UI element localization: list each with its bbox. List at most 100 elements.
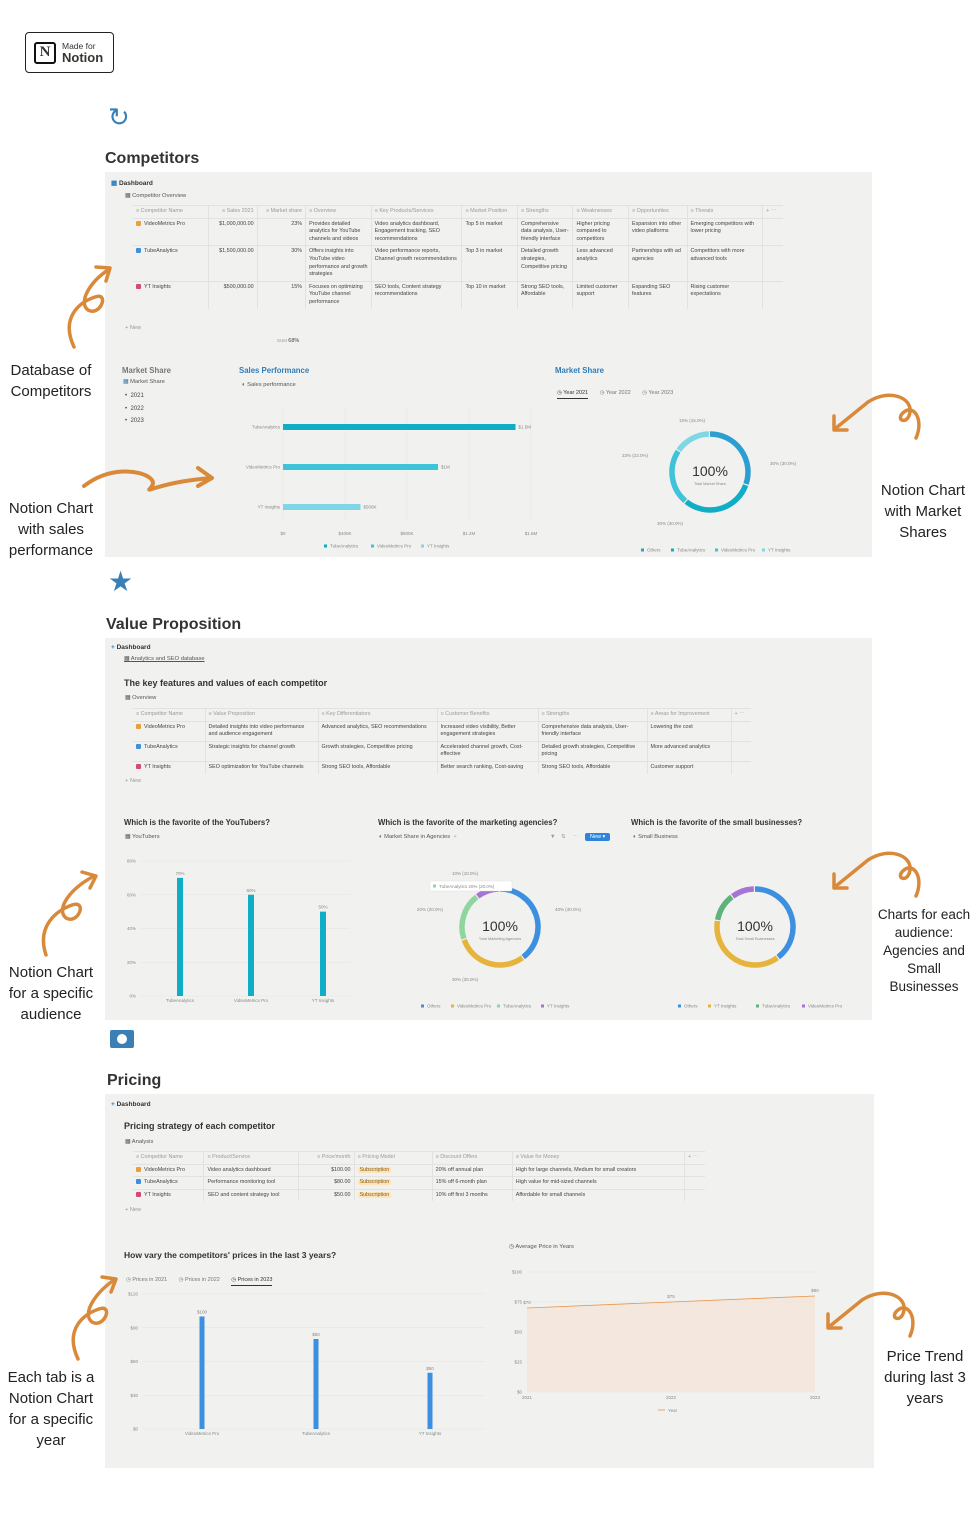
table-row[interactable]: VideoMetrics Pro Detailed insights into v… bbox=[133, 720, 751, 742]
column-header[interactable]: ≡ Opportunities bbox=[628, 205, 688, 219]
table-cell[interactable]: YT Insights bbox=[133, 1188, 205, 1202]
database-title[interactable]: ▦ Competitor Overview bbox=[125, 193, 187, 199]
table-cell[interactable]: TubeAnalytics bbox=[133, 245, 210, 282]
table-cell[interactable]: Detailed growth strategies, Competitive … bbox=[538, 740, 648, 762]
table-cell[interactable]: Performance monitoring tool bbox=[203, 1176, 299, 1190]
table-cell[interactable]: Top 3 in market bbox=[461, 245, 518, 282]
table-cell[interactable]: Rising customer expectations bbox=[687, 280, 764, 309]
column-header[interactable]: ≡ Price/month bbox=[298, 1151, 355, 1165]
market-share-db[interactable]: ▦ Market Share bbox=[123, 379, 165, 385]
table-row[interactable]: TubeAnalytics Performance monitoring tool… bbox=[133, 1176, 705, 1190]
table-cell[interactable]: 20% off annual plan bbox=[432, 1163, 513, 1177]
table-cell[interactable]: Accelerated channel growth, Cost-effecti… bbox=[437, 740, 539, 762]
table-cell[interactable]: Competitors with more advanced tools bbox=[687, 245, 764, 282]
table-cell[interactable]: Subscription bbox=[354, 1163, 433, 1177]
table-cell[interactable]: TubeAnalytics bbox=[133, 1176, 205, 1190]
add-column-button[interactable]: + ⋯ bbox=[762, 205, 783, 219]
table-cell[interactable]: YT Insights bbox=[133, 280, 210, 309]
table-cell[interactable]: Subscription bbox=[354, 1176, 433, 1190]
table-cell[interactable]: Strategic insights for channel growth bbox=[205, 740, 319, 762]
table-cell[interactable]: Video performance reports, Channel growt… bbox=[371, 245, 463, 282]
table-row[interactable]: VideoMetrics Pro Video analytics dashboar… bbox=[133, 1163, 705, 1177]
table-cell[interactable]: More advanced analytics bbox=[647, 740, 732, 762]
table-cell[interactable]: 30% bbox=[257, 245, 307, 282]
column-header[interactable]: ≡ Key Products/Services bbox=[371, 205, 463, 219]
table-cell[interactable]: Focuses on optimizing YouTube channel pe… bbox=[305, 280, 372, 309]
column-header[interactable]: ≡ Competitor Name bbox=[133, 708, 206, 722]
small-business-view[interactable]: ◐ Small Business bbox=[633, 834, 678, 840]
table-cell[interactable]: $50.00 bbox=[298, 1188, 355, 1202]
table-cell[interactable]: YT Insights bbox=[133, 760, 206, 774]
column-header[interactable]: ≡ Strengths bbox=[538, 708, 648, 722]
column-header[interactable]: ≡ Threats bbox=[687, 205, 764, 219]
table-cell[interactable]: 23% bbox=[257, 217, 307, 246]
table-cell[interactable]: Offers insights into YouTube video perfo… bbox=[305, 245, 372, 282]
column-header[interactable]: ≡ Weaknesses bbox=[572, 205, 629, 219]
column-header[interactable]: ≡ Value for Money bbox=[512, 1151, 686, 1165]
table-cell[interactable]: Video analytics dashboard, Engagement tr… bbox=[371, 217, 463, 246]
table-cell[interactable]: VideoMetrics Pro bbox=[133, 1163, 205, 1177]
database-link[interactable]: ▦ Analytics and SEO database bbox=[124, 656, 205, 662]
table-cell[interactable]: Detailed insights into video performance… bbox=[205, 720, 319, 742]
column-header[interactable]: ≡ Strengths bbox=[517, 205, 574, 219]
add-column-button[interactable]: + ⋯ bbox=[731, 708, 751, 722]
youtubers-view[interactable]: ▦ YouTubers bbox=[125, 834, 160, 840]
add-column-button[interactable]: + ⋯ bbox=[684, 1151, 705, 1165]
view-tab[interactable]: ▦ Analysis bbox=[125, 1139, 154, 1145]
tab-year-2023[interactable]: ◷ Year 2023 bbox=[642, 390, 674, 396]
table-cell[interactable]: $1,500,000.00 bbox=[208, 245, 258, 282]
filter-icon[interactable]: ▼ bbox=[550, 834, 556, 840]
table-cell[interactable]: Strong SEO tools, Affordable bbox=[318, 760, 438, 774]
table-cell[interactable]: SEO and content strategy tool bbox=[203, 1188, 299, 1202]
table-cell[interactable]: Strong SEO tools, Affordable bbox=[517, 280, 574, 309]
table-cell[interactable]: Limited customer support bbox=[572, 280, 629, 309]
table-cell[interactable]: $80.00 bbox=[298, 1176, 355, 1190]
sort-icon[interactable]: ⇅ bbox=[561, 834, 566, 840]
dashboard-link[interactable]: ▦ Dashboard bbox=[111, 180, 153, 187]
table-cell[interactable]: $500,000.00 bbox=[208, 280, 258, 309]
column-header[interactable]: ≡ Areas for Improvement bbox=[647, 708, 732, 722]
table-cell[interactable]: Strong SEO tools, Affordable bbox=[538, 760, 648, 774]
tab-prices-2023[interactable]: ◷ Prices in 2023 bbox=[231, 1277, 273, 1286]
list-item[interactable]: • 2022 bbox=[125, 405, 144, 412]
table-cell[interactable]: TubeAnalytics bbox=[133, 740, 206, 762]
add-row-button[interactable]: + New bbox=[125, 1207, 142, 1213]
table-row[interactable]: YT Insights SEO optimization for YouTube … bbox=[133, 760, 751, 774]
table-cell[interactable]: Top 5 in market bbox=[461, 217, 518, 246]
column-header[interactable]: ≡ Market share bbox=[257, 205, 307, 219]
table-cell[interactable]: Comprehensive data analysis, User-friend… bbox=[517, 217, 574, 246]
column-header[interactable]: ≡ Product/Service bbox=[203, 1151, 299, 1165]
dashboard-link[interactable]: + Dashboard bbox=[111, 644, 151, 651]
column-header[interactable]: ≡ Value Proposition bbox=[205, 708, 319, 722]
view-tab[interactable]: ▦ Overview bbox=[125, 695, 157, 701]
table-cell[interactable]: High value for mid-sized channels bbox=[512, 1176, 686, 1190]
table-cell[interactable]: Lowering the cost bbox=[647, 720, 732, 742]
table-cell[interactable]: Expansion into other video platforms bbox=[628, 217, 688, 246]
list-item[interactable]: • 2023 bbox=[125, 418, 144, 424]
tab-year-2022[interactable]: ◷ Year 2022 bbox=[599, 390, 631, 396]
sales-chart-view[interactable]: ◐ Sales performance bbox=[242, 382, 296, 388]
table-row[interactable]: TubeAnalytics Strategic insights for chan… bbox=[133, 740, 751, 762]
table-cell[interactable]: Partnerships with ad agencies bbox=[628, 245, 688, 282]
agencies-view[interactable]: ◐ Market Share in Agencies + bbox=[379, 834, 457, 840]
table-cell[interactable]: 15% bbox=[257, 280, 307, 309]
column-header[interactable]: ≡ Customer Benefits bbox=[437, 708, 539, 722]
table-cell[interactable]: Detailed growth strategies, Competitive … bbox=[517, 245, 574, 282]
column-header[interactable]: ≡ Competitor Name bbox=[133, 205, 210, 219]
table-cell[interactable]: High for large channels, Medium for smal… bbox=[512, 1163, 686, 1177]
tab-year-2021[interactable]: ◷ Year 2021 bbox=[557, 390, 589, 399]
column-header[interactable]: ≡ Key Differentiators bbox=[318, 708, 438, 722]
tab-prices-2022[interactable]: ◷ Prices in 2022 bbox=[178, 1277, 220, 1283]
table-cell[interactable]: Subscription bbox=[354, 1188, 433, 1202]
table-row[interactable]: VideoMetrics Pro $1,000,000.00 23% Provides… bbox=[133, 217, 783, 246]
add-row-button[interactable]: + New bbox=[125, 778, 142, 784]
table-cell[interactable]: Video analytics dashboard bbox=[203, 1163, 299, 1177]
column-header[interactable]: ≡ Sales 2021 bbox=[208, 205, 258, 219]
more-icon[interactable]: ⋯ bbox=[573, 834, 579, 840]
dashboard-link[interactable]: + Dashboard bbox=[111, 1101, 151, 1108]
table-cell[interactable]: Provides detailed analytics for YouTube … bbox=[305, 217, 372, 246]
column-header[interactable]: ≡ Market Position bbox=[461, 205, 518, 219]
table-cell[interactable]: Better search ranking, Cost-saving bbox=[437, 760, 539, 774]
table-cell[interactable]: $100.00 bbox=[298, 1163, 355, 1177]
tab-prices-2021[interactable]: ◷ Prices in 2021 bbox=[126, 1277, 168, 1283]
